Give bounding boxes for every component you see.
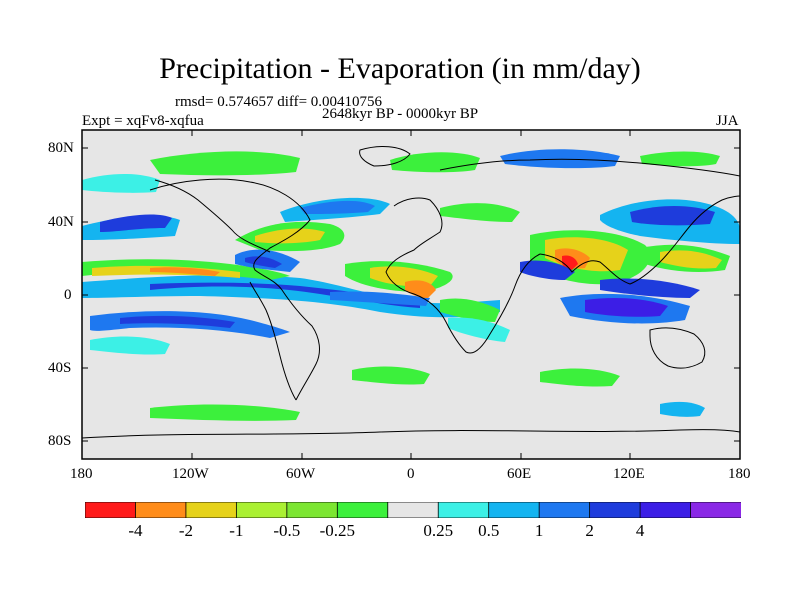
colorbar-swatch: [538, 502, 591, 518]
lat-tick-40s: 40S: [48, 360, 72, 376]
colorbar-swatch: [85, 502, 137, 518]
coast-asia-south: [539, 195, 740, 285]
lon-tick-180e: 180: [728, 466, 751, 482]
lon-tick-60e: 60E: [507, 466, 532, 482]
coast-antarctica: [82, 429, 740, 439]
colorbar-label: 2: [585, 521, 594, 540]
colorbar-swatch: [235, 502, 288, 518]
colorbar-label: -0.25: [319, 521, 356, 540]
patch-east-africa-cyan: [448, 317, 510, 342]
patch-wp-yellow: [660, 250, 722, 269]
lat-tick-80s: 80S: [48, 433, 72, 449]
patch-orange-pacific-n: [150, 267, 220, 276]
colorbar-label: -2: [178, 521, 194, 540]
colorbar-swatch: [488, 502, 541, 518]
lon-tick-120w: 120W: [172, 466, 209, 482]
patch-io-purple: [585, 298, 668, 317]
colorbar-label: 1: [534, 521, 544, 540]
patch-so-green: [150, 404, 300, 421]
stats-line: rmsd= 0.574657 diff= 0.00410756: [175, 94, 383, 110]
colorbar-swatch: [690, 502, 741, 518]
colorbar-swatch: [387, 502, 440, 518]
patch-sh-pacific-navy: [120, 315, 235, 328]
colorbar-label: 0.25: [423, 521, 454, 540]
patch-np-navy: [100, 214, 172, 232]
colorbar-swatch: [589, 502, 641, 518]
coast-eurasia-north: [439, 158, 740, 177]
season-label: JJA: [716, 113, 739, 129]
coast-australia: [649, 327, 706, 369]
lon-tick-60w: 60W: [286, 466, 316, 482]
patch-atl-storm-dark: [300, 200, 375, 214]
patch-arctic-green-1: [150, 151, 300, 176]
patch-sp-cyan: [90, 336, 170, 355]
colorbar-swatch: [135, 502, 187, 518]
patch-arctic-green-2: [390, 152, 480, 173]
coast-north-america-west: [154, 179, 271, 253]
colorbar-swatch: [286, 502, 339, 518]
colorbar-swatch: [185, 502, 238, 518]
coast-americas: [149, 178, 320, 401]
lat-tick-80n: 80N: [48, 140, 74, 156]
plot-title: Precipitation - Evaporation (in mm/day): [159, 52, 641, 85]
colorbar-label: -0.5: [273, 521, 301, 540]
coastlines: [82, 146, 740, 439]
patch-wp-navy: [630, 206, 715, 226]
patch-congo-green: [440, 298, 500, 322]
colorbar-swatch: [639, 502, 692, 518]
lat-tick-0: 0: [64, 287, 72, 303]
patch-caribbean-navy: [245, 256, 282, 268]
colorbar-swatch: [437, 502, 490, 518]
patch-np-cyan: [82, 174, 160, 193]
lon-tick-180w: 180: [70, 466, 93, 482]
colorbar-label: 0.5: [478, 521, 500, 540]
patch-maritime-navy: [600, 278, 700, 298]
patch-eurasia-green: [440, 203, 520, 222]
colorbar-swatch: [336, 502, 389, 518]
lat-tick-marks: [82, 147, 740, 442]
coast-south-america-west: [249, 281, 297, 401]
lon-tick-120e: 120E: [613, 466, 645, 482]
patch-arctic-green-3: [640, 151, 720, 167]
colorbar-label: 4: [635, 521, 645, 540]
patch-so-blue: [660, 401, 705, 417]
lon-tick-marks: [191, 130, 631, 459]
patch-atl-itcz: [330, 291, 430, 306]
patch-arabian-navy: [520, 260, 575, 280]
colorbar-label: -1: [229, 521, 244, 540]
patch-sa-green: [352, 366, 430, 385]
colorbar-label: -4: [128, 521, 143, 540]
coast-greenland: [359, 146, 411, 167]
colorbar: [85, 502, 741, 518]
patch-india-red: [562, 255, 578, 270]
patch-arctic-blue: [500, 149, 620, 169]
period-label: 2648kyr BP - 0000kyr BP: [322, 106, 479, 122]
lon-tick-0: 0: [407, 466, 415, 482]
lat-tick-40n: 40N: [48, 214, 74, 230]
experiment-label: Expt = xqFv8-xqfua: [82, 113, 204, 129]
patch-sio-green: [540, 368, 620, 387]
coast-africa-europe: [385, 197, 541, 354]
patch-atl-yellow: [255, 228, 325, 244]
